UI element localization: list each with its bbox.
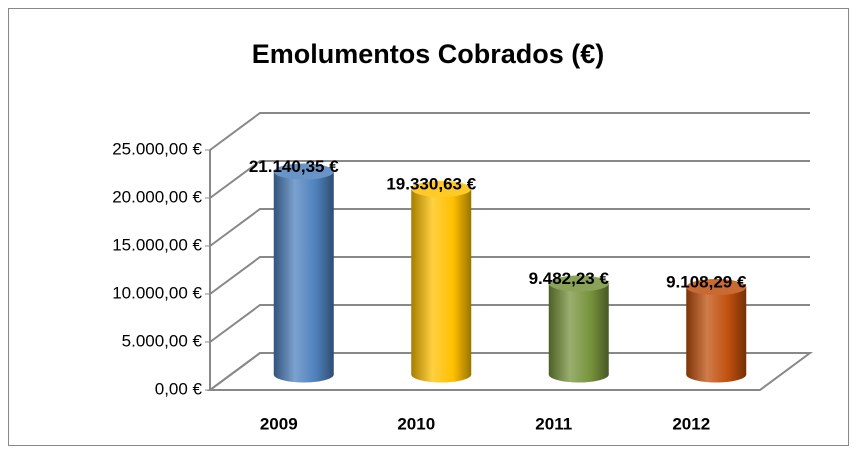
value-label: 9.482,23 € [529, 269, 610, 288]
bar [686, 287, 747, 375]
value-label: 9.108,29 € [666, 273, 747, 292]
y-tick-label: 15.000,00 € [112, 235, 202, 254]
x-tick-label: 2012 [672, 414, 710, 433]
bar-top [548, 275, 609, 292]
chart-title: Emolumentos Cobrados (€) [252, 39, 605, 69]
bar [548, 283, 609, 375]
x-tick-label: 2010 [397, 414, 435, 433]
y-tick-label: 10.000,00 € [112, 283, 202, 302]
bar [411, 188, 472, 375]
y-tick-label: 25.000,00 € [112, 139, 202, 158]
grid-line [209, 160, 810, 199]
y-tick-label: 20.000,00 € [112, 187, 202, 206]
y-tick-label: 5.000,00 € [122, 331, 203, 350]
y-tick-label: 0,00 € [155, 379, 203, 398]
bar-top [411, 180, 472, 197]
bar [273, 171, 334, 375]
bar-top [686, 279, 747, 296]
grid-line [209, 208, 810, 247]
grid-line [209, 352, 810, 391]
x-tick-label: 2011 [535, 414, 572, 433]
x-tick-label: 2009 [260, 414, 298, 433]
value-label: 19.330,63 € [386, 174, 476, 193]
grid-line [209, 256, 810, 295]
grid-line [209, 304, 810, 343]
value-label: 21.140,35 € [249, 157, 339, 176]
bar-top [273, 163, 334, 180]
grid-line [209, 112, 810, 151]
